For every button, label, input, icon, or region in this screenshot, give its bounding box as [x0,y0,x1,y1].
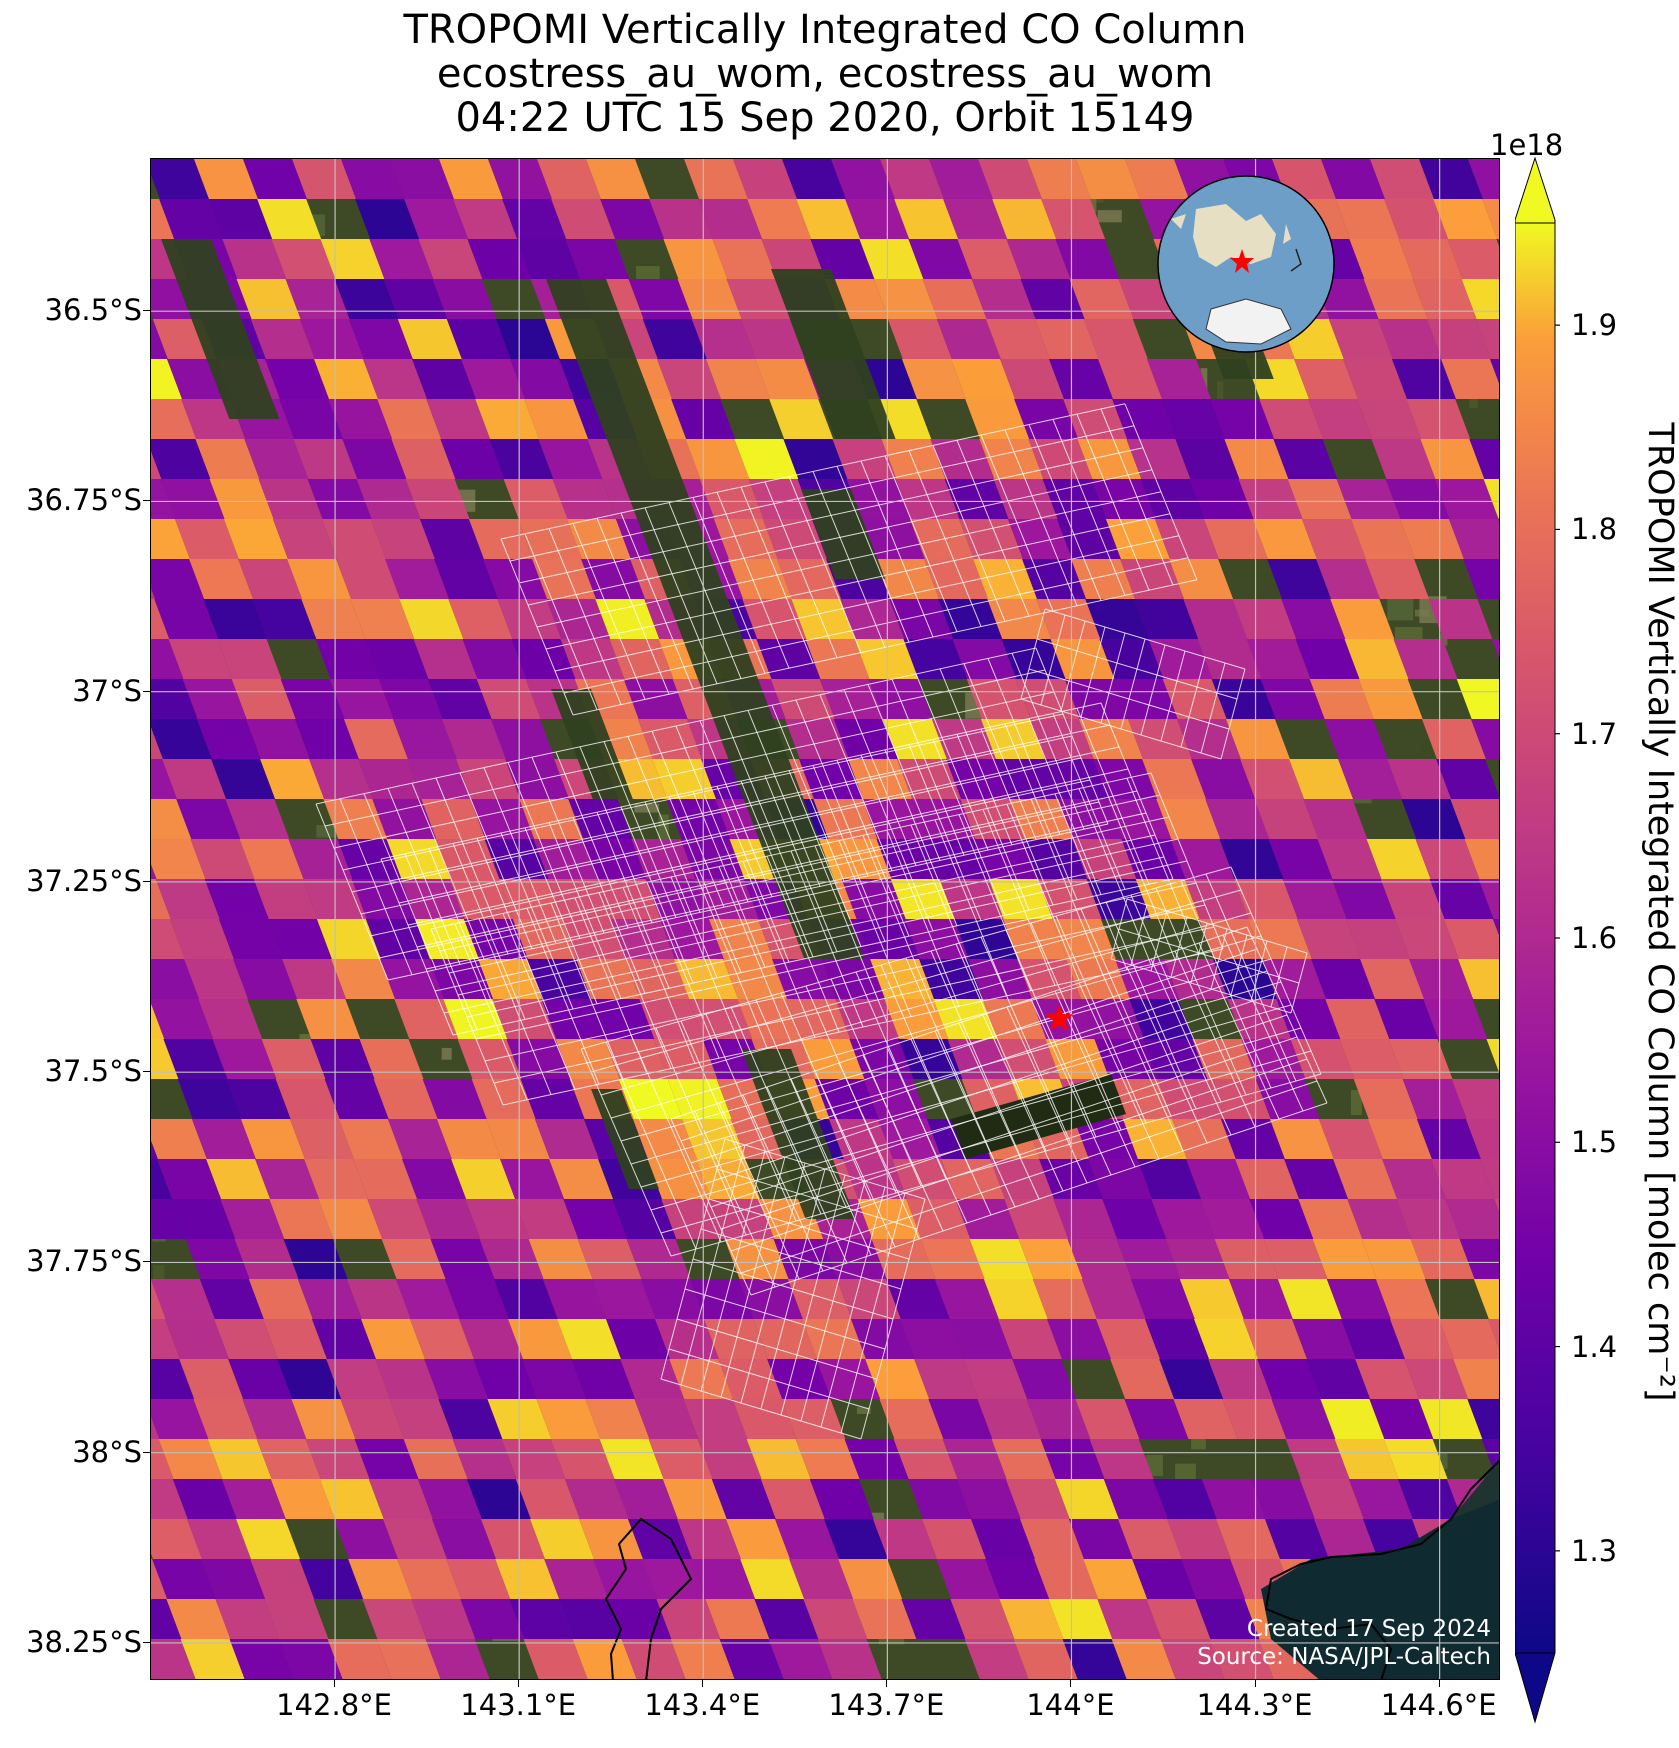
title-line-3: 04:22 UTC 15 Sep 2020, Orbit 15149 [455,95,1195,141]
lon-tick-label: 143.4°E [644,1688,761,1722]
lon-tick-mark [334,1680,336,1687]
map-panel[interactable]: Created 17 Sep 2024 Source: NASA/JPL-Cal… [150,158,1500,1680]
colorbar-title: TROPOMI Vertically Integrated CO Column … [1640,422,1679,1402]
lon-tick-mark [1438,1680,1440,1687]
title-line-1: TROPOMI Vertically Integrated CO Column [403,7,1247,53]
colorbar [1515,156,1560,1724]
colorbar-tick-label: 1.7 [1571,716,1618,751]
colorbar-exponent: 1e18 [1490,128,1564,162]
site-marker [1044,1003,1074,1032]
title-line-2: ecostress_au_wom, ecostress_au_wom [436,51,1214,97]
lon-tick-label: 142.8°E [276,1688,393,1722]
lat-tick-label: 37.75°S [26,1244,142,1279]
colorbar-tick-label: 1.3 [1571,1533,1618,1568]
lon-tick-mark [702,1680,704,1687]
lon-tick-label: 144°E [1026,1688,1115,1722]
lon-tick-label: 143.7°E [828,1688,945,1722]
colorbar-tick-label: 1.9 [1571,308,1618,343]
lat-tick-mark [143,1071,150,1073]
lat-tick-label: 36.5°S [44,293,142,328]
target-overlay-mesh [315,403,1328,1440]
lat-tick-label: 38.25°S [26,1624,142,1659]
lat-tick-label: 37.5°S [44,1054,142,1089]
data-source: Source: NASA/JPL-Caltech [1197,1644,1491,1670]
colorbar-extend-min [1515,1652,1556,1724]
site-star-marker [1044,1003,1074,1032]
lon-tick-mark [1070,1680,1072,1687]
colorbar-tick-label: 1.6 [1571,921,1618,955]
lon-tick-label: 144.3°E [1196,1688,1313,1722]
lon-tick-label: 144.6°E [1380,1688,1497,1722]
credit-text: Created 17 Sep 2024 Source: NASA/JPL-Cal… [1197,1615,1491,1671]
coastline [604,1459,1499,1679]
lat-tick-mark [143,500,150,502]
lat-tick-mark [143,1261,150,1263]
lon-tick-label: 143.1°E [460,1688,577,1722]
lat-tick-label: 37.25°S [26,863,142,898]
lat-tick-label: 37°S [72,673,142,708]
lat-tick-mark [143,1641,150,1643]
lat-tick-label: 36.75°S [26,483,142,518]
created-date: Created 17 Sep 2024 [1246,1616,1491,1642]
lon-tick-mark [886,1680,888,1687]
lon-tick-mark [518,1680,520,1687]
colorbar-tick-label: 1.5 [1571,1125,1618,1160]
co-pixel-layer [151,159,1499,1679]
lat-tick-mark [143,690,150,692]
lat-lon-gridlines [151,159,1499,1679]
colorbar-tick-label: 1.4 [1571,1329,1618,1364]
colorbar-extend-max [1515,156,1556,224]
lat-tick-label: 38°S [72,1434,142,1469]
lat-tick-mark [143,310,150,312]
colorbar-gradient [1515,222,1556,1654]
colorbar-tick-label: 1.8 [1571,512,1618,547]
lat-tick-mark [143,1451,150,1453]
lat-tick-mark [143,880,150,882]
map-canvas[interactable] [151,159,1500,1680]
inset-globe [1157,175,1335,353]
lon-tick-mark [1254,1680,1256,1687]
